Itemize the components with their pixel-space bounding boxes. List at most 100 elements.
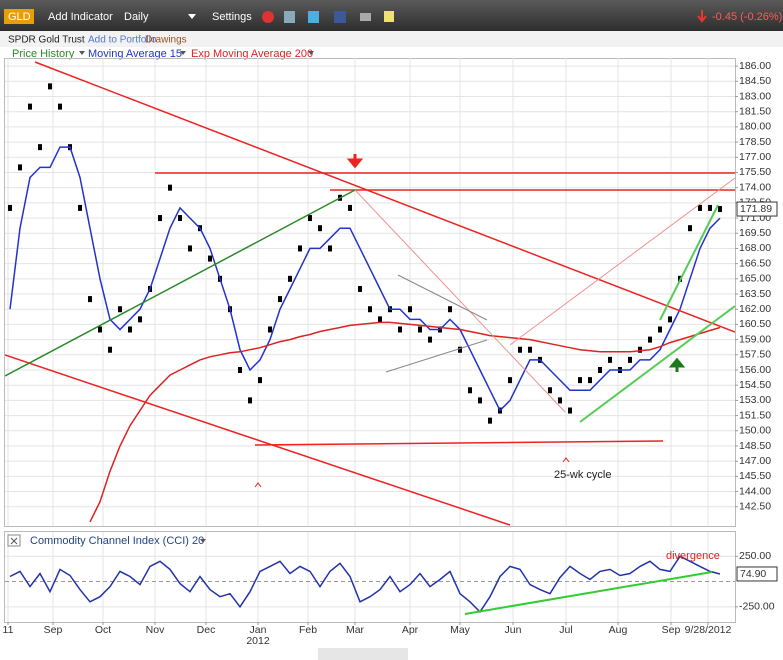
plots: 171.89 74.90 <box>8 83 778 614</box>
x-tick-label: Oct <box>95 624 111 636</box>
y-tick-label: -250.00 <box>739 601 775 613</box>
x-tick-label: 9/28/2012 <box>685 624 732 636</box>
price-bar <box>18 164 22 171</box>
indicator-arrow[interactable] <box>200 539 206 543</box>
add-indicator[interactable]: Add Indicator <box>48 11 113 23</box>
price-bar <box>408 306 412 313</box>
cycle-marker <box>254 457 570 488</box>
price-bar <box>698 204 702 211</box>
trendline <box>579 305 735 423</box>
icon[interactable] <box>308 11 319 23</box>
series-line <box>9 555 721 614</box>
price-bar <box>468 387 472 394</box>
symbol[interactable]: GLD <box>8 11 31 23</box>
price-bar <box>478 397 482 404</box>
price-bar <box>598 367 602 373</box>
y-tick-label: 153.00 <box>739 394 771 406</box>
y-tick-label: 178.50 <box>739 136 771 148</box>
series-line <box>89 321 721 523</box>
info-bar <box>0 31 783 47</box>
y-tick-label: 168.00 <box>739 242 771 254</box>
icon[interactable] <box>360 13 371 21</box>
y-tick-label: 163.50 <box>739 288 771 300</box>
trendline <box>397 274 488 321</box>
x-tick-label: Apr <box>402 624 419 636</box>
price-bar <box>308 215 312 222</box>
y-tick-label: 150.00 <box>739 425 771 437</box>
y-tick-label: 175.50 <box>739 166 771 178</box>
legend-entry[interactable]: Price History <box>12 48 75 60</box>
legend-arrow[interactable] <box>79 51 85 55</box>
dropdown-arrow[interactable] <box>188 14 196 19</box>
settings[interactable]: Settings <box>212 11 252 23</box>
trendline <box>5 354 511 526</box>
indicator-title: Commodity Channel Index (CCI) 20 <box>30 535 204 547</box>
price-bar <box>348 204 352 211</box>
price-panel <box>4 58 736 527</box>
legend-entry[interactable]: Exp Moving Average 200 <box>191 48 313 60</box>
y-tick-label: 183.00 <box>739 90 771 102</box>
y-tick-label: 147.00 <box>739 455 771 467</box>
y-tick-label: 156.00 <box>739 364 771 376</box>
period[interactable]: Daily <box>124 11 149 23</box>
price-bar <box>708 204 712 211</box>
price-bar <box>548 387 552 394</box>
price-bar <box>368 306 372 313</box>
x-tick-label: Sep <box>44 624 63 636</box>
price-bar <box>458 346 462 353</box>
y-tick-label: 154.50 <box>739 379 771 391</box>
divergence-line <box>464 571 713 615</box>
y-tick-label: 180.00 <box>739 121 771 133</box>
y-tick-label: 159.00 <box>739 333 771 345</box>
price-bar <box>488 417 492 424</box>
price-bar <box>448 306 452 313</box>
down-marker <box>346 154 364 169</box>
last-value-box <box>736 566 778 582</box>
icon[interactable] <box>262 11 274 23</box>
price-bar <box>28 103 32 110</box>
close-icon[interactable] <box>10 537 18 545</box>
price-bar <box>158 215 162 222</box>
legend-arrow[interactable] <box>180 51 186 55</box>
price-bar <box>398 326 402 333</box>
x-tick-label: Feb <box>299 624 317 636</box>
price-bar <box>648 336 652 343</box>
y-tick-label: 250.00 <box>739 550 771 562</box>
scroll-bar[interactable] <box>318 648 408 660</box>
y-tick-label: 148.50 <box>739 440 771 452</box>
x-tick-label: Jun <box>505 624 522 636</box>
y-tick-label: 144.00 <box>739 485 771 497</box>
price-bar <box>378 316 382 323</box>
x-tick-label: Jul <box>559 624 572 636</box>
x-tick-label: Mar <box>346 624 365 636</box>
trendline <box>5 189 356 377</box>
price-bar <box>248 397 252 404</box>
y-tick-label: 157.50 <box>739 349 771 361</box>
price-bar <box>668 316 672 323</box>
year-label: 2012 <box>246 635 270 647</box>
icon[interactable] <box>284 11 295 23</box>
symbol-box[interactable] <box>4 9 34 24</box>
add-portfolio[interactable]: Add to Portfolio <box>88 35 157 46</box>
x-tick-label: Nov <box>146 624 165 636</box>
price-bar <box>418 326 422 333</box>
x-tick-label: Dec <box>197 624 216 636</box>
x-tick-label: Aug <box>609 624 628 636</box>
icon[interactable] <box>384 11 394 22</box>
icon[interactable] <box>334 11 346 23</box>
drawings[interactable]: Drawings <box>145 35 187 46</box>
price-bar <box>328 245 332 252</box>
annotation: 25-wk cycle <box>554 469 611 481</box>
legend-entry[interactable]: Moving Average 15 <box>88 48 182 60</box>
y-tick-label: 160.50 <box>739 318 771 330</box>
price-bar <box>48 83 52 90</box>
price-bar <box>558 397 562 404</box>
price-bar <box>638 346 642 353</box>
price-bar <box>288 275 292 282</box>
price-bar <box>58 103 62 110</box>
price-bar <box>518 346 522 353</box>
legend-arrow[interactable] <box>308 51 314 55</box>
price-bar <box>258 377 262 384</box>
price-bar <box>188 245 192 252</box>
